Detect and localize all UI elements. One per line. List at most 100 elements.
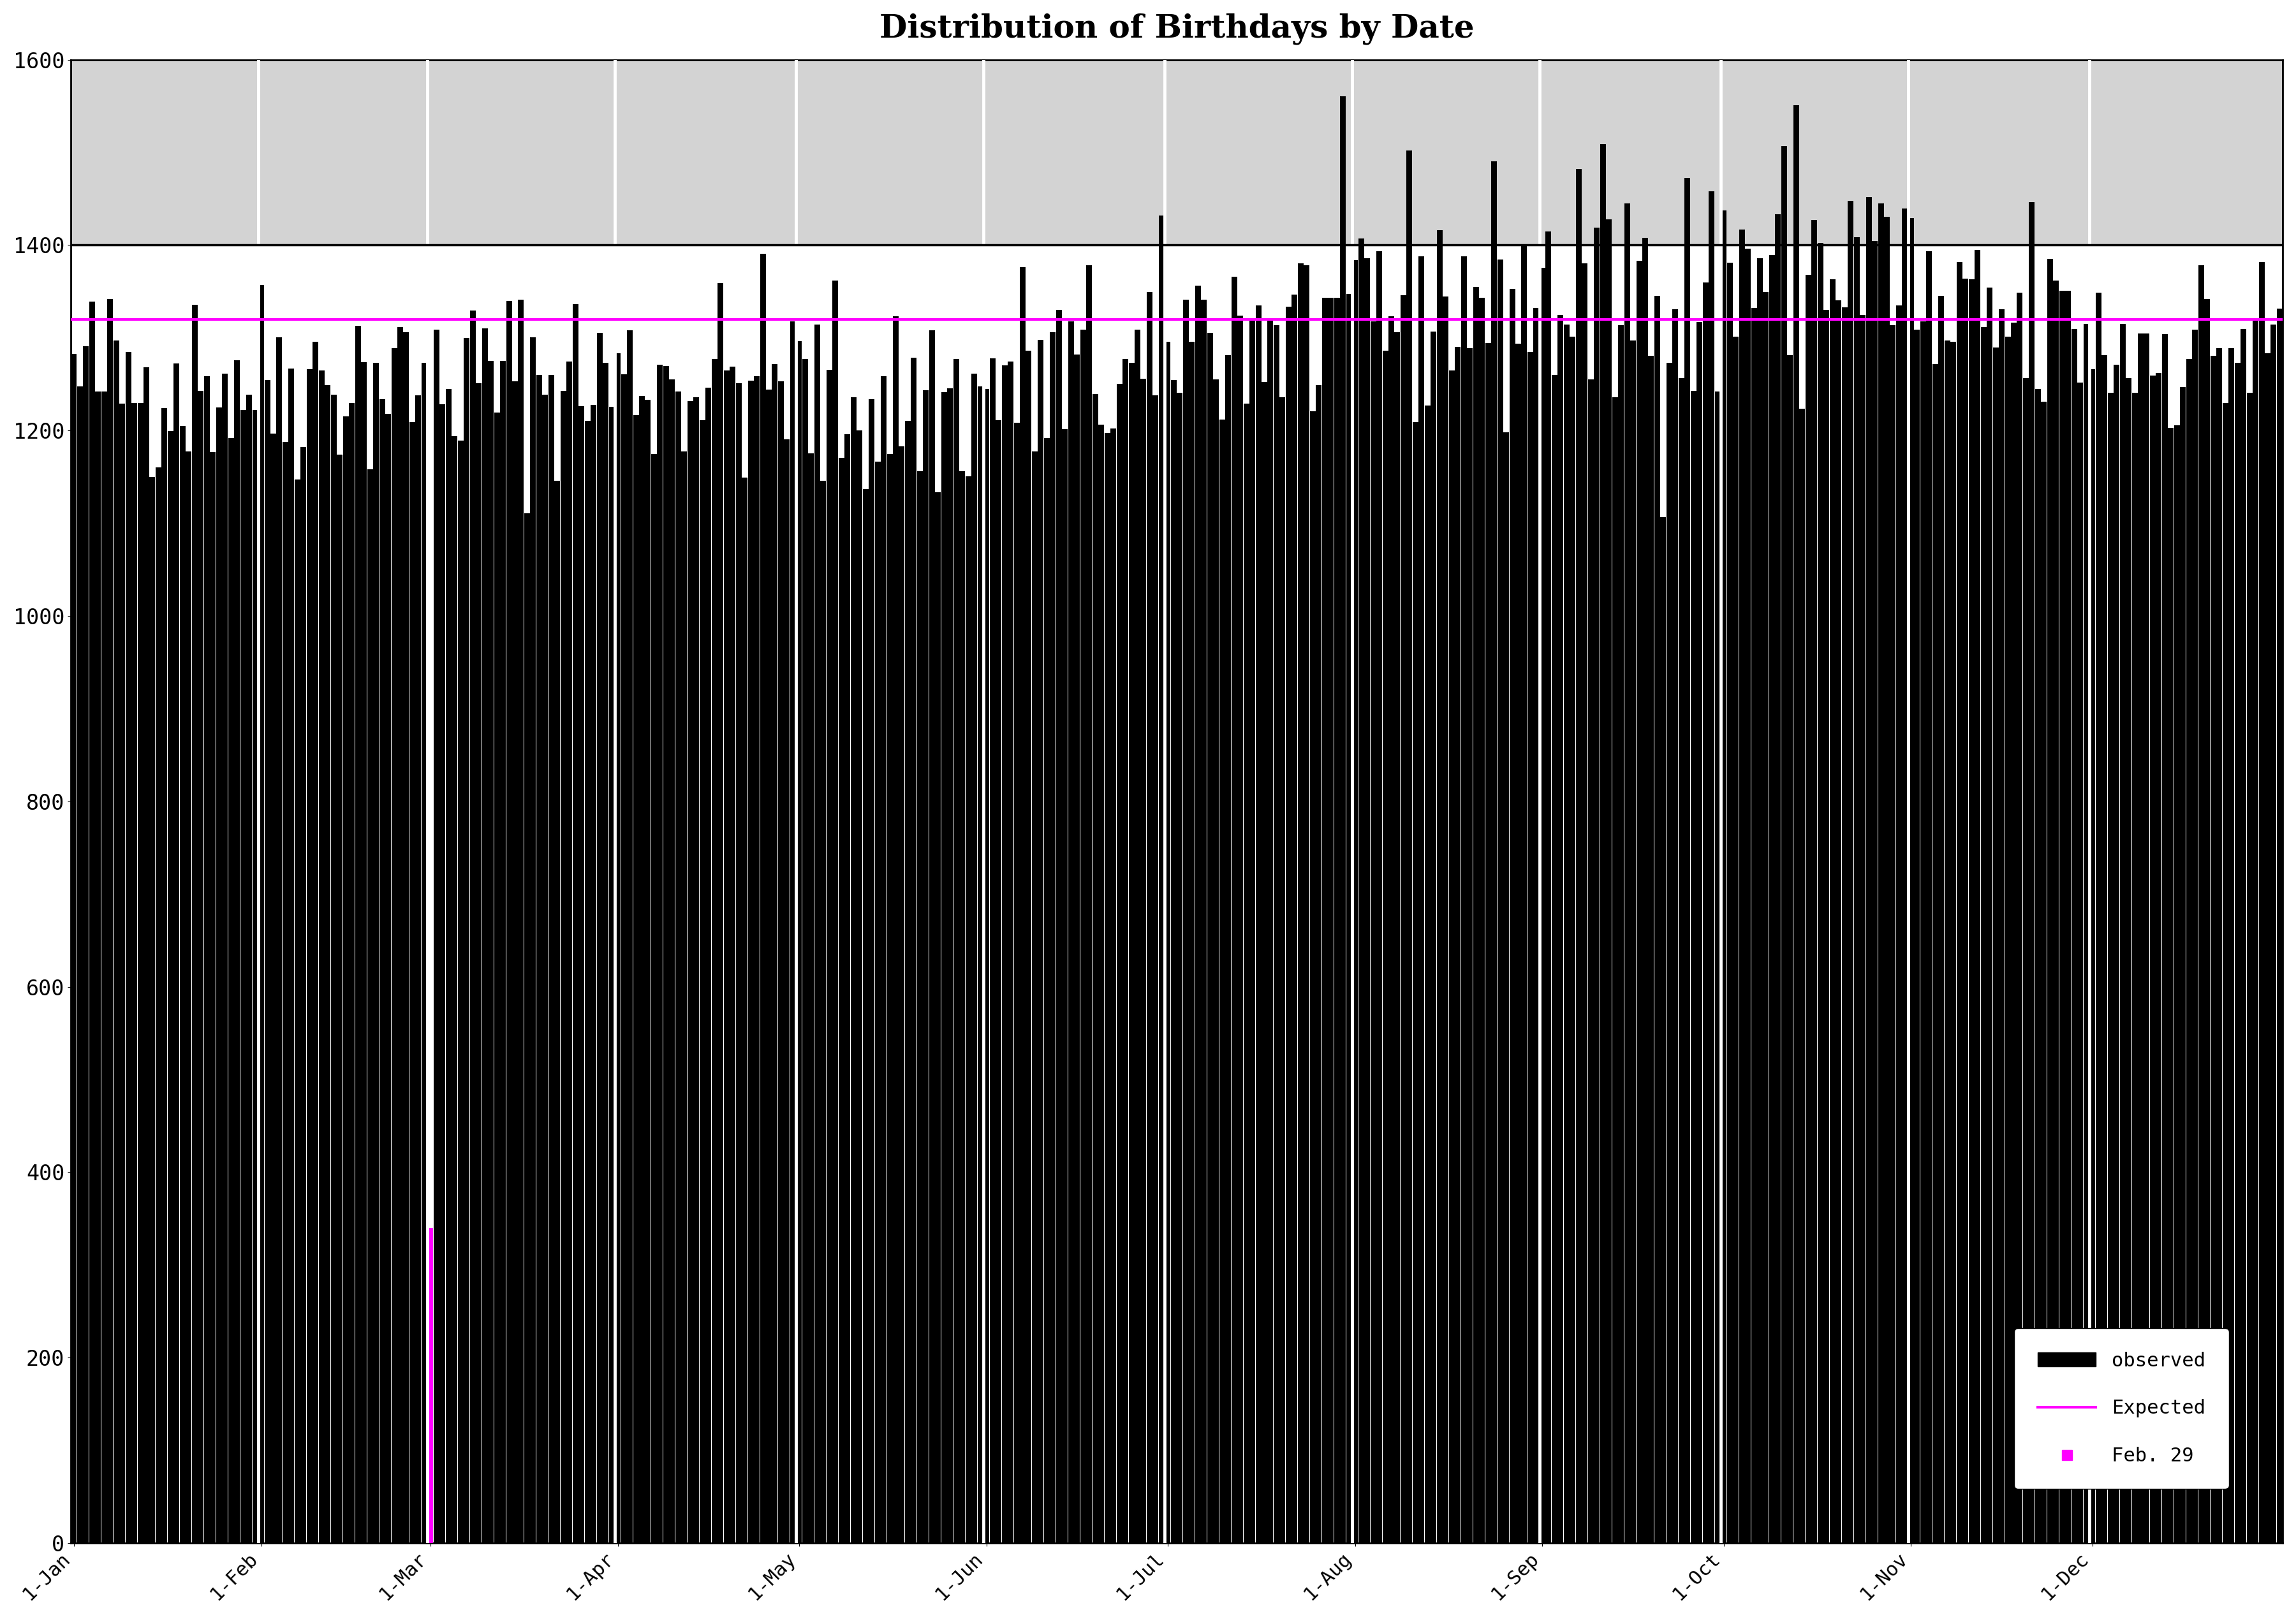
Bar (409, 422, 416, 1543)
Bar (2264, 353, 2271, 1543)
Bar (1619, 325, 1623, 1543)
Bar (197, 391, 204, 1543)
Legend: observed, Expected, Feb. 29: observed, Expected, Feb. 29 (2014, 1328, 2229, 1489)
Bar (2108, 393, 2112, 1543)
Bar (1733, 336, 1738, 1543)
Bar (560, 391, 567, 1543)
Bar (1637, 260, 1642, 1543)
Bar (971, 374, 978, 1543)
Bar (1896, 306, 1901, 1543)
Bar (1963, 278, 1968, 1543)
Bar (1933, 364, 1938, 1543)
Bar (2126, 378, 2131, 1543)
Bar (1919, 322, 1926, 1543)
Bar (1123, 359, 1127, 1543)
Bar (501, 361, 505, 1543)
Bar (1442, 296, 1449, 1543)
Bar (108, 299, 113, 1543)
Bar (1600, 144, 1605, 1543)
Bar (705, 388, 712, 1543)
Bar (1655, 296, 1660, 1543)
Bar (1316, 385, 1322, 1543)
Bar (1075, 354, 1079, 1543)
Bar (367, 469, 372, 1543)
Bar (1279, 398, 1286, 1543)
Bar (760, 254, 765, 1543)
Bar (1159, 215, 1164, 1543)
Bar (882, 377, 886, 1543)
Bar (1371, 322, 1375, 1543)
Bar (856, 430, 863, 1543)
Bar (1660, 517, 1667, 1543)
Bar (174, 364, 179, 1543)
Bar (1212, 380, 1219, 1543)
Bar (1274, 325, 1279, 1543)
Bar (1786, 356, 1793, 1543)
Bar (615, 354, 620, 1543)
Bar (2223, 403, 2227, 1543)
Bar (71, 354, 76, 1543)
Bar (505, 301, 512, 1543)
Bar (1541, 268, 1545, 1543)
Bar (2174, 425, 2179, 1543)
Bar (845, 435, 850, 1543)
Bar (1871, 241, 1878, 1543)
Bar (452, 437, 457, 1543)
Bar (1286, 307, 1290, 1543)
Bar (1334, 298, 1341, 1543)
Bar (1938, 296, 1945, 1543)
Bar (657, 364, 664, 1543)
Bar (2000, 309, 2004, 1543)
Bar (1552, 375, 1557, 1543)
Bar (1770, 255, 1775, 1543)
Bar (1841, 307, 1848, 1543)
Bar (1623, 204, 1630, 1543)
Bar (2156, 374, 2163, 1543)
Bar (1915, 330, 1919, 1543)
Bar (259, 285, 264, 1543)
Bar (1545, 231, 1552, 1543)
Bar (282, 441, 289, 1543)
Bar (1407, 150, 1412, 1543)
Title: Distribution of Birthdays by Date: Distribution of Birthdays by Date (879, 13, 1474, 45)
Bar (1952, 341, 1956, 1543)
Bar (1557, 315, 1564, 1543)
Bar (1589, 378, 1593, 1543)
Bar (342, 416, 349, 1543)
Bar (753, 377, 760, 1543)
Bar (1986, 288, 1993, 1543)
Bar (1727, 264, 1733, 1543)
Bar (1800, 409, 1805, 1543)
Bar (1878, 204, 1883, 1543)
Bar (1490, 162, 1497, 1543)
Bar (1745, 249, 1752, 1543)
Bar (964, 475, 971, 1543)
Bar (941, 393, 946, 1543)
Bar (71, 60, 2282, 246)
Bar (2066, 291, 2071, 1543)
Bar (1111, 429, 1116, 1543)
Bar (1720, 210, 1727, 1543)
Bar (2115, 365, 2119, 1543)
Bar (1860, 315, 1867, 1543)
Bar (1104, 433, 1111, 1543)
Bar (1575, 168, 1582, 1543)
Bar (1178, 393, 1182, 1543)
Bar (730, 367, 735, 1543)
Bar (216, 407, 223, 1543)
Bar (331, 395, 338, 1543)
Bar (530, 338, 535, 1543)
Bar (390, 348, 397, 1543)
Bar (2101, 356, 2108, 1543)
Bar (1908, 218, 1915, 1543)
Bar (324, 385, 331, 1543)
Bar (808, 453, 815, 1543)
Bar (627, 330, 634, 1543)
Bar (797, 341, 801, 1543)
Bar (227, 438, 234, 1543)
Bar (253, 411, 257, 1543)
Bar (149, 477, 156, 1543)
Bar (990, 359, 996, 1543)
Bar (771, 364, 778, 1543)
Bar (1782, 146, 1786, 1543)
